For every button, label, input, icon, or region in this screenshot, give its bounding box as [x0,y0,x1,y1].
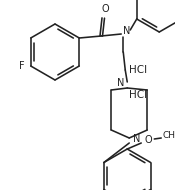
Text: O: O [102,4,109,14]
Text: N: N [132,134,140,144]
Text: N: N [117,78,124,88]
Text: O: O [144,135,152,145]
Text: HCl: HCl [129,90,147,100]
Text: HCl: HCl [129,65,147,75]
Text: N: N [122,26,130,36]
Text: CH₃: CH₃ [163,131,175,140]
Text: F: F [19,61,24,71]
